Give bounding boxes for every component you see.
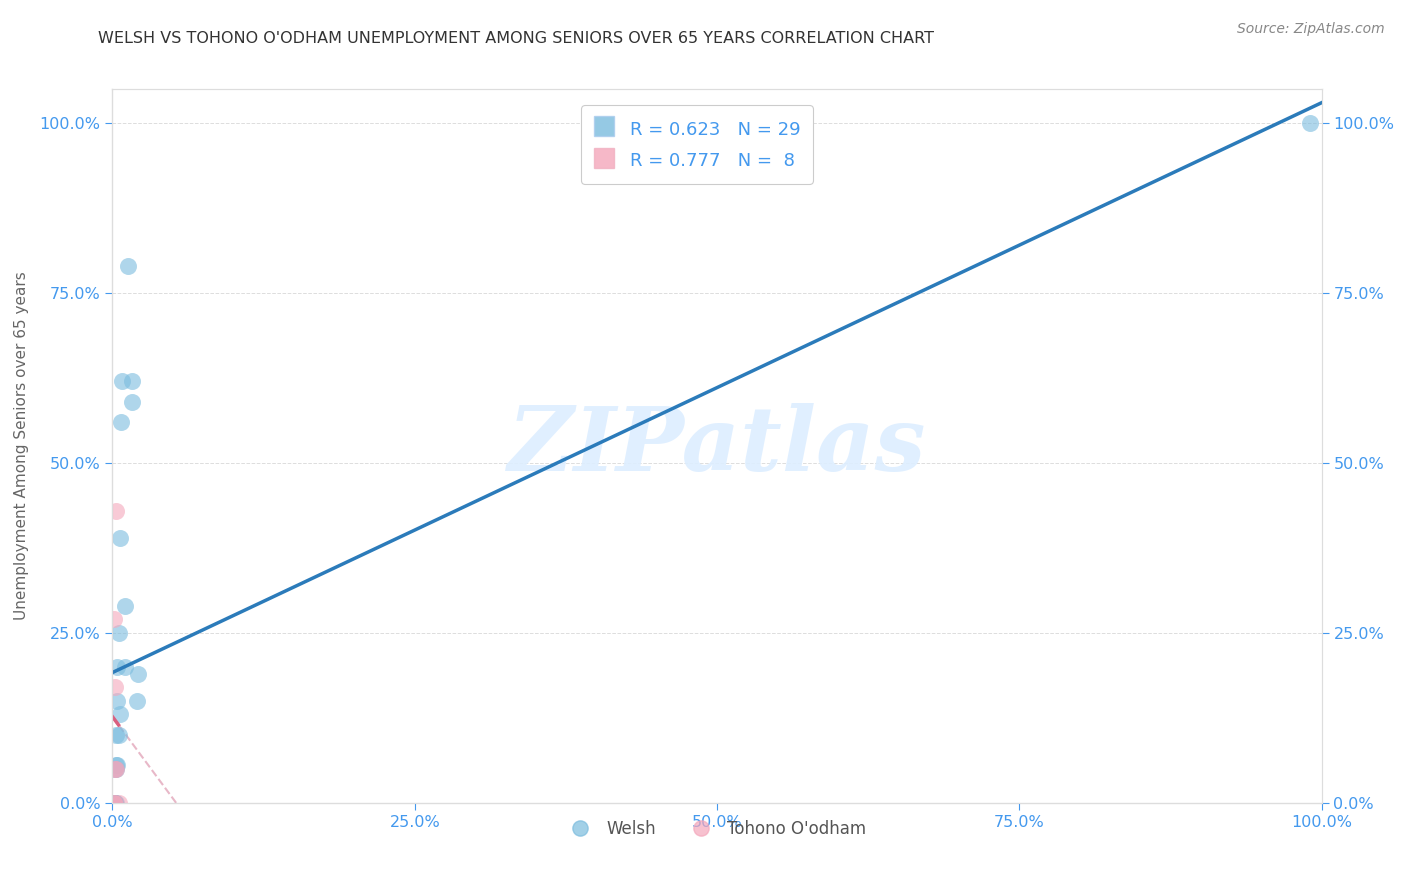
Text: Source: ZipAtlas.com: Source: ZipAtlas.com [1237,22,1385,37]
Point [107,728,129,742]
Point [105,758,128,772]
Y-axis label: Unemployment Among Seniors over 65 years: Unemployment Among Seniors over 65 years [14,272,28,620]
Point [103,796,125,810]
Point [103,612,125,626]
Point [108,531,131,545]
Point [105,762,128,776]
Point [103,796,125,810]
Point [105,796,128,810]
Point [104,796,127,810]
Point [1298,116,1320,130]
Point [117,259,139,273]
Point [103,796,125,810]
Point [125,694,148,708]
Point [114,660,136,674]
Point [121,394,143,409]
Text: ZIPatlas: ZIPatlas [509,403,925,489]
Point [105,762,128,776]
Point [105,694,128,708]
Point [121,375,143,389]
Point [105,660,128,674]
Point [103,796,125,810]
Point [105,758,128,772]
Point [105,728,128,742]
Point [127,666,149,681]
Point [104,796,127,810]
Point [104,680,127,694]
Point [107,626,129,640]
Point [104,796,127,810]
Point [114,599,136,613]
Point [110,415,132,429]
Point [111,375,134,389]
Point [103,796,125,810]
Point [104,762,127,776]
Legend: Welsh, Tohono O'odham: Welsh, Tohono O'odham [561,814,873,845]
Point [105,503,128,517]
Point [107,796,129,810]
Point [104,762,127,776]
Point [103,796,125,810]
Point [108,707,131,722]
Text: WELSH VS TOHONO O'ODHAM UNEMPLOYMENT AMONG SENIORS OVER 65 YEARS CORRELATION CHA: WELSH VS TOHONO O'ODHAM UNEMPLOYMENT AMO… [98,31,935,46]
